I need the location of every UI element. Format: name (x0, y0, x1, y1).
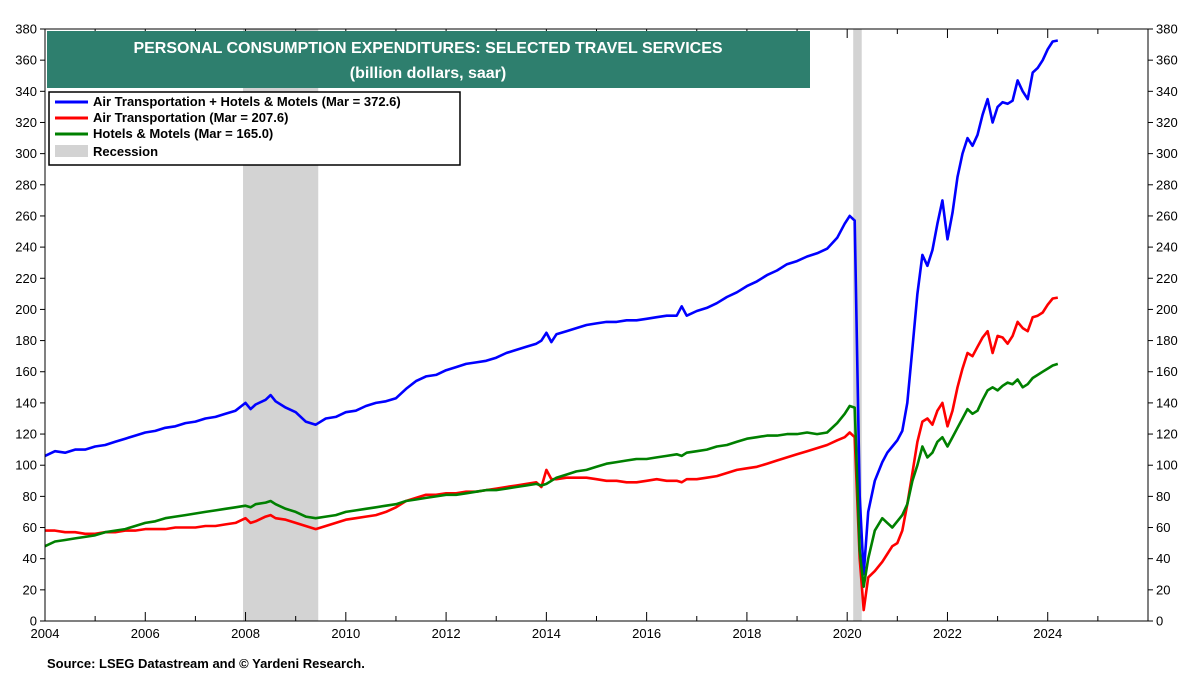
legend: Air Transportation + Hotels & Motels (Ma… (48, 91, 461, 166)
y-tick-label-right: 260 (1156, 208, 1178, 223)
x-tick-label: 2004 (31, 626, 60, 641)
y-tick-label-right: 20 (1156, 582, 1170, 597)
chart-subtitle: (billion dollars, saar) (350, 65, 506, 82)
series-line-combined (44, 39, 1059, 576)
series-line-hotels (44, 362, 1059, 588)
y-tick-label-left: 260 (15, 208, 37, 223)
legend-label-air: Air Transportation (Mar = 207.6) (93, 110, 288, 125)
y-tick-label-left: 320 (15, 115, 37, 130)
y-tick-label-right: 60 (1156, 520, 1170, 535)
y-tick-label-right: 200 (1156, 302, 1178, 317)
y-tick-label-left: 180 (15, 333, 37, 348)
x-tick-label: 2014 (532, 626, 561, 641)
y-tick-label-right: 0 (1156, 614, 1163, 629)
y-tick-label-left: 80 (23, 489, 37, 504)
y-tick-label-left: 280 (15, 177, 37, 192)
y-tick-label-left: 100 (15, 458, 37, 473)
x-tick-label: 2012 (432, 626, 461, 641)
x-tick-label: 2022 (933, 626, 962, 641)
y-tick-label-right: 220 (1156, 271, 1178, 286)
title-box: PERSONAL CONSUMPTION EXPENDITURES: SELEC… (47, 31, 810, 88)
x-tick-label: 2018 (732, 626, 761, 641)
y-tick-label-right: 240 (1156, 240, 1178, 255)
y-tick-label-left: 300 (15, 146, 37, 161)
x-tick-label: 2016 (632, 626, 661, 641)
chart-title: PERSONAL CONSUMPTION EXPENDITURES: SELEC… (133, 40, 722, 57)
y-tick-label-right: 160 (1156, 364, 1178, 379)
y-tick-label-right: 120 (1156, 427, 1178, 442)
y-tick-label-right: 320 (1156, 115, 1178, 130)
y-tick-label-left: 160 (15, 364, 37, 379)
y-tick-label-right: 100 (1156, 458, 1178, 473)
y-tick-label-left: 0 (30, 614, 37, 629)
y-tick-label-left: 340 (15, 84, 37, 99)
legend-label-recession: Recession (93, 144, 158, 159)
y-tick-label-right: 80 (1156, 489, 1170, 504)
series-lines (44, 39, 1059, 612)
y-tick-label-right: 360 (1156, 53, 1178, 68)
y-tick-label-left: 20 (23, 582, 37, 597)
y-tick-label-left: 40 (23, 551, 37, 566)
y-tick-label-right: 140 (1156, 395, 1178, 410)
y-tick-label-left: 240 (15, 240, 37, 255)
x-tick-label: 2006 (131, 626, 160, 641)
x-tick-label: 2024 (1033, 626, 1062, 641)
x-tick-label: 2008 (231, 626, 260, 641)
legend-label-combined: Air Transportation + Hotels & Motels (Ma… (93, 94, 401, 109)
legend-swatch-recession (55, 145, 88, 157)
series-line-air (45, 296, 1059, 612)
y-tick-label-left: 140 (15, 395, 37, 410)
y-tick-label-right: 380 (1156, 22, 1178, 37)
y-tick-label-left: 220 (15, 271, 37, 286)
y-tick-label-right: 180 (1156, 333, 1178, 348)
x-tick-label: 2010 (331, 626, 360, 641)
y-tick-label-left: 120 (15, 427, 37, 442)
y-tick-label-right: 280 (1156, 177, 1178, 192)
y-tick-label-right: 340 (1156, 84, 1178, 99)
legend-label-hotels: Hotels & Motels (Mar = 165.0) (93, 126, 273, 141)
source-note: Source: LSEG Datastream and © Yardeni Re… (47, 656, 365, 671)
y-tick-label-right: 40 (1156, 551, 1170, 566)
x-tick-label: 2020 (833, 626, 862, 641)
y-tick-label-left: 380 (15, 22, 37, 37)
y-tick-label-left: 60 (23, 520, 37, 535)
y-tick-label-left: 360 (15, 53, 37, 68)
y-tick-label-left: 200 (15, 302, 37, 317)
y-tick-label-right: 300 (1156, 146, 1178, 161)
